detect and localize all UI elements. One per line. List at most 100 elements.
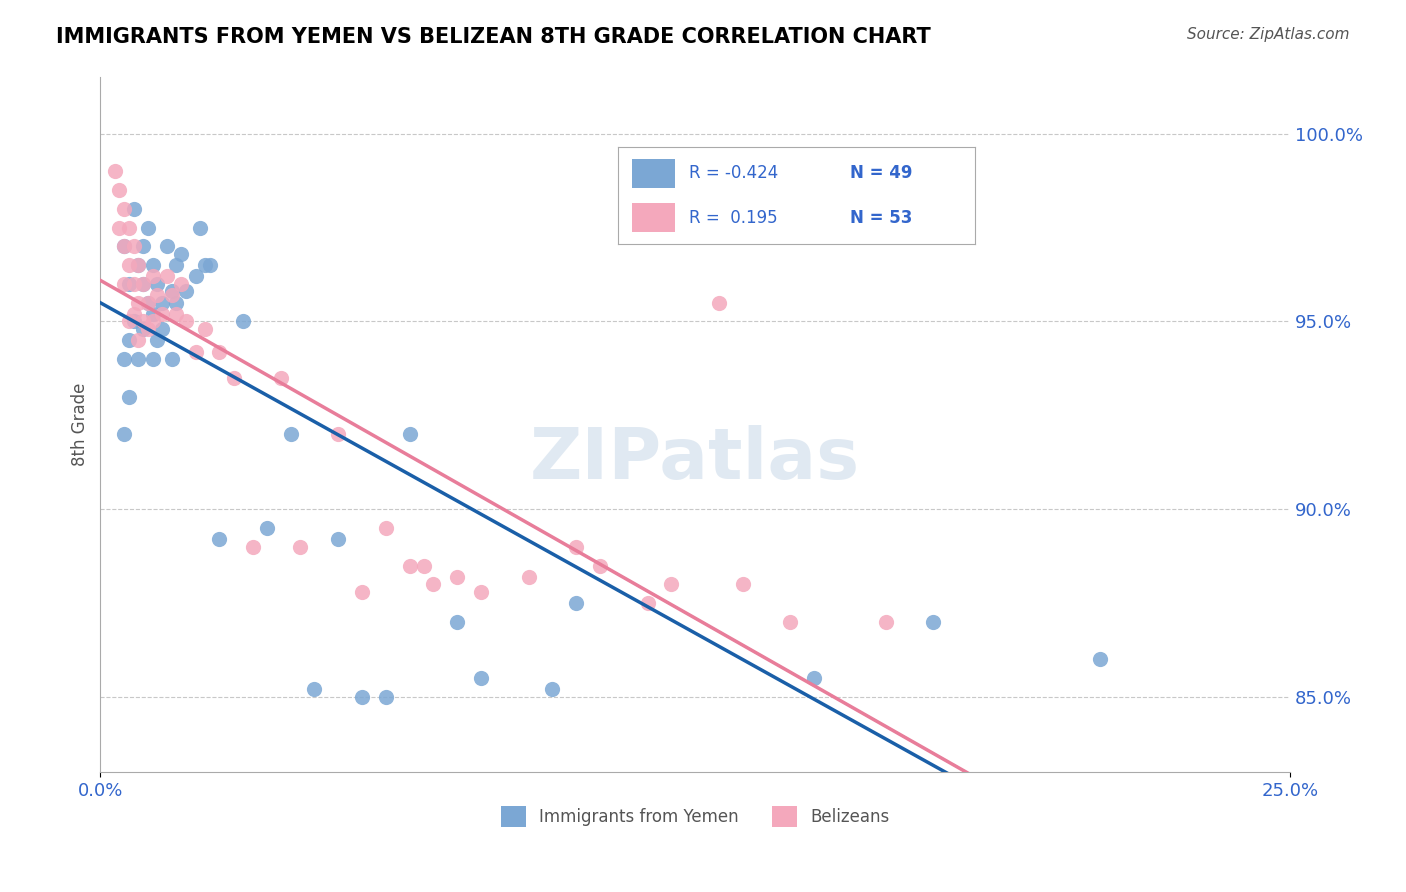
Point (565, 540, 588, 554)
Point (470, 671, 492, 685)
Point (142, 307, 165, 321)
Point (565, 596, 588, 610)
Text: ZIPatlas: ZIPatlas (530, 425, 860, 494)
Point (132, 322, 155, 336)
Point (122, 239, 145, 253)
Point (270, 371, 292, 385)
Point (779, 615, 801, 629)
Point (136, 220, 159, 235)
Point (290, 540, 312, 554)
Point (142, 314, 165, 328)
Point (517, 570, 540, 584)
Point (242, 540, 264, 554)
Point (150, 295, 173, 310)
Point (142, 258, 165, 272)
Point (446, 615, 468, 629)
Point (184, 344, 207, 359)
Text: Source: ZipAtlas.com: Source: ZipAtlas.com (1187, 27, 1350, 42)
Point (398, 427, 420, 442)
Point (198, 258, 221, 272)
Point (104, 164, 127, 178)
Point (156, 269, 179, 284)
Point (208, 344, 231, 359)
Point (127, 333, 149, 347)
Point (132, 277, 155, 291)
Point (166, 307, 188, 321)
Point (132, 239, 155, 253)
Point (118, 333, 141, 347)
Point (118, 258, 141, 272)
Point (170, 277, 193, 291)
Point (208, 533, 231, 547)
Point (731, 577, 754, 591)
Point (374, 521, 396, 535)
Point (142, 352, 165, 367)
Point (127, 352, 149, 367)
Point (166, 295, 188, 310)
Point (122, 314, 145, 328)
Point (112, 239, 135, 253)
Point (118, 220, 141, 235)
Point (146, 277, 169, 291)
Point (127, 258, 149, 272)
Point (118, 314, 141, 328)
Point (132, 314, 155, 328)
Legend: Immigrants from Yemen, Belizeans: Immigrants from Yemen, Belizeans (494, 799, 896, 833)
Point (127, 295, 149, 310)
Point (136, 295, 159, 310)
Point (118, 277, 141, 291)
Point (122, 277, 145, 291)
Y-axis label: 8th Grade: 8th Grade (72, 383, 89, 467)
Point (398, 558, 420, 573)
Point (166, 258, 188, 272)
Point (422, 577, 444, 591)
Point (256, 521, 278, 535)
Point (188, 220, 211, 235)
Point (413, 558, 436, 573)
Point (232, 314, 254, 328)
Point (922, 615, 945, 629)
Point (146, 333, 169, 347)
Point (112, 352, 135, 367)
Point (541, 682, 564, 697)
Point (160, 352, 183, 367)
Point (661, 577, 683, 591)
Point (304, 682, 326, 697)
Point (112, 202, 135, 216)
Point (136, 322, 159, 336)
Point (112, 239, 135, 253)
Point (136, 295, 159, 310)
Point (174, 285, 197, 299)
Point (142, 269, 165, 284)
Point (122, 202, 145, 216)
Point (374, 690, 396, 704)
Point (803, 671, 825, 685)
Point (970, 840, 993, 855)
Point (1088, 652, 1111, 666)
Point (328, 427, 350, 442)
Point (222, 371, 245, 385)
Point (112, 427, 135, 442)
Point (352, 584, 374, 599)
Point (174, 314, 197, 328)
Point (118, 390, 141, 404)
Point (352, 690, 374, 704)
Point (194, 322, 217, 336)
Point (170, 247, 193, 261)
Point (146, 288, 169, 302)
Point (150, 322, 173, 336)
Point (707, 295, 730, 310)
Point (194, 258, 217, 272)
Point (108, 183, 131, 197)
Point (122, 307, 145, 321)
Point (112, 277, 135, 291)
Point (108, 220, 131, 235)
Point (156, 239, 179, 253)
Point (127, 258, 149, 272)
Point (150, 307, 173, 321)
Text: IMMIGRANTS FROM YEMEN VS BELIZEAN 8TH GRADE CORRELATION CHART: IMMIGRANTS FROM YEMEN VS BELIZEAN 8TH GR… (56, 27, 931, 46)
Point (589, 558, 612, 573)
Point (470, 584, 492, 599)
Point (160, 285, 183, 299)
Point (328, 533, 350, 547)
